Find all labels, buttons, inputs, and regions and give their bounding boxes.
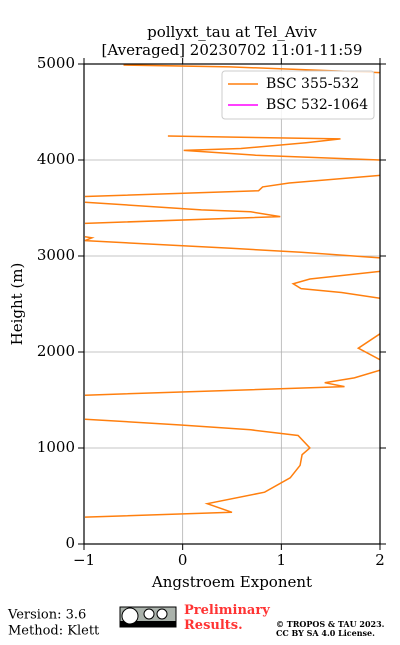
version: Version: 3.6 <box>7 608 86 623</box>
license: CC BY SA 4.0 License. <box>276 628 375 638</box>
chart-title: pollyxt_tau at Tel_Aviv <box>147 23 317 41</box>
method: Method: Klett <box>8 624 100 639</box>
y-tick-label: 5000 <box>37 54 75 72</box>
y-tick-label: 2000 <box>37 342 75 360</box>
x-tick-label: 1 <box>277 551 287 569</box>
legend-label: BSC 532-1064 <box>266 97 368 113</box>
x-tick-label: −1 <box>73 551 95 569</box>
x-tick-label: 0 <box>178 551 188 569</box>
cc-logo <box>119 606 177 628</box>
preliminary-note: Preliminary Results. <box>184 603 270 633</box>
y-tick-label: 0 <box>65 534 75 552</box>
y-axis-label: Height (m) <box>8 263 26 346</box>
legend-box <box>221 70 375 120</box>
legend-label: BSC 355-532 <box>266 76 359 92</box>
x-axis-label: Angstroem Exponent <box>151 573 312 591</box>
x-tick-label: 2 <box>375 551 385 569</box>
data-line <box>84 64 380 518</box>
chart-subtitle: [Averaged] 20230702 11:01-11:59 <box>102 41 363 59</box>
y-tick-label: 4000 <box>37 150 75 168</box>
plot-frame <box>83 63 381 545</box>
copyright: © TROPOS & TAU 2023. <box>276 619 385 629</box>
y-tick-label: 3000 <box>37 246 75 264</box>
y-tick-label: 1000 <box>37 438 75 456</box>
